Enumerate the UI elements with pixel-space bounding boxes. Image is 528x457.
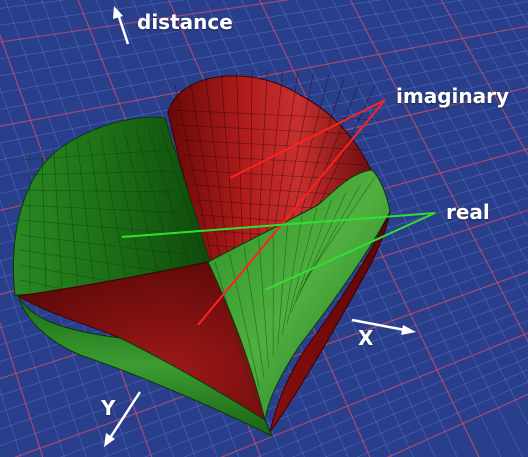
- imaginary-leaders: [197, 99, 386, 326]
- real-leaders: [121, 212, 436, 291]
- real-surface-right-mesh: [214, 176, 376, 401]
- distance-axis-label: distance: [137, 10, 233, 34]
- real-surface-bottom: [17, 295, 274, 438]
- imaginary-label: imaginary: [396, 84, 509, 108]
- arrow-right-icon: [351, 318, 416, 335]
- y-axis-label: Y: [101, 396, 116, 420]
- arrow-up-icon: [113, 6, 130, 45]
- real-surface-left-mesh: [19, 124, 206, 319]
- real-label: real: [446, 200, 490, 224]
- arrow-down-left-icon: [104, 391, 142, 447]
- x-axis-label: X: [358, 326, 374, 350]
